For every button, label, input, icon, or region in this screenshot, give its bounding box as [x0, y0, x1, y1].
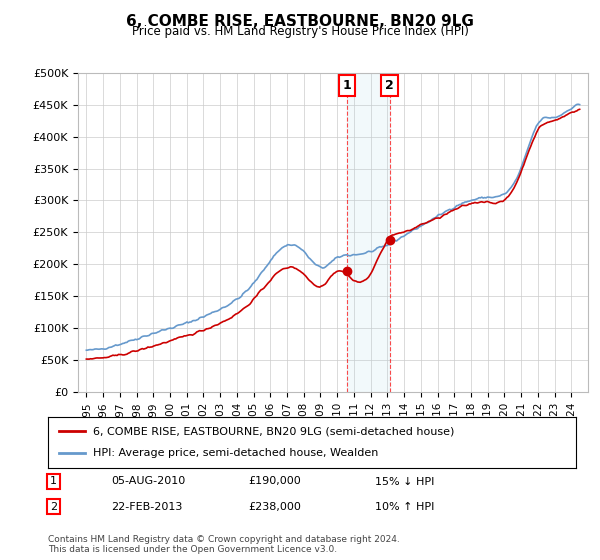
Text: 2: 2 — [50, 502, 57, 512]
Text: Price paid vs. HM Land Registry's House Price Index (HPI): Price paid vs. HM Land Registry's House … — [131, 25, 469, 38]
Text: Contains HM Land Registry data © Crown copyright and database right 2024.
This d: Contains HM Land Registry data © Crown c… — [48, 535, 400, 554]
Bar — [347, 73, 389, 392]
Text: 22-FEB-2013: 22-FEB-2013 — [112, 502, 183, 512]
Text: 10% ↑ HPI: 10% ↑ HPI — [376, 502, 435, 512]
Text: 6, COMBE RISE, EASTBOURNE, BN20 9LG (semi-detached house): 6, COMBE RISE, EASTBOURNE, BN20 9LG (sem… — [93, 426, 454, 436]
Text: 15% ↓ HPI: 15% ↓ HPI — [376, 477, 435, 487]
Text: HPI: Average price, semi-detached house, Wealden: HPI: Average price, semi-detached house,… — [93, 449, 378, 459]
Text: 1: 1 — [343, 79, 352, 92]
Text: 05-AUG-2010: 05-AUG-2010 — [112, 477, 185, 487]
Text: £190,000: £190,000 — [248, 477, 301, 487]
Text: 2: 2 — [385, 79, 394, 92]
Text: 6, COMBE RISE, EASTBOURNE, BN20 9LG: 6, COMBE RISE, EASTBOURNE, BN20 9LG — [126, 14, 474, 29]
Text: £238,000: £238,000 — [248, 502, 302, 512]
Text: 1: 1 — [50, 477, 57, 487]
